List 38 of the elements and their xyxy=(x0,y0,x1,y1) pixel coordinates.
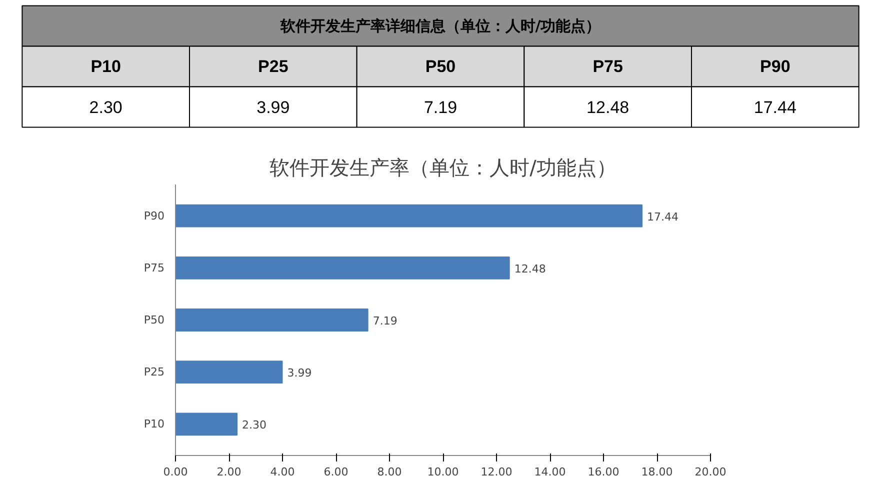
text: P75 xyxy=(592,57,623,76)
data-label: 3.99 xyxy=(287,366,312,380)
y-tick-label: P75 xyxy=(144,261,165,274)
x-tick-label: 18.00 xyxy=(641,466,673,478)
x-tick-label: 4.00 xyxy=(270,466,295,478)
bar xyxy=(176,204,643,228)
y-tick-label: P25 xyxy=(144,366,165,379)
x-tick-label: 16.00 xyxy=(588,466,620,478)
data-label: 17.44 xyxy=(647,210,679,224)
text: 7.19 xyxy=(424,98,458,118)
text: P50 xyxy=(425,57,456,76)
y-tick-label: P50 xyxy=(144,314,165,326)
bar xyxy=(176,256,510,280)
chart-title: 软件开发生产率（单位：人时/功能点） xyxy=(270,156,616,180)
text: P90 xyxy=(760,57,790,76)
x-tick-label: 20.00 xyxy=(694,466,726,478)
data-label: 12.48 xyxy=(514,262,546,276)
x-tick-label: 6.00 xyxy=(324,466,348,478)
x-tick-label: 8.00 xyxy=(377,466,402,478)
text: 软件开发生产率详细信息（单位：人时/功能点） xyxy=(279,16,601,35)
bar xyxy=(176,360,283,384)
text: 17.44 xyxy=(754,98,796,118)
data-label: 2.30 xyxy=(242,418,267,432)
bar xyxy=(176,412,238,436)
text: 2.30 xyxy=(89,98,122,118)
y-tick-label: P90 xyxy=(144,209,165,222)
text: 12.48 xyxy=(586,98,630,118)
x-tick-label: 14.00 xyxy=(534,466,566,478)
x-tick-label: 0.00 xyxy=(163,466,188,478)
text: 3.99 xyxy=(256,98,290,118)
x-tick-label: 2.00 xyxy=(216,466,242,478)
x-tick-label: 10.00 xyxy=(427,466,459,478)
text: P10 xyxy=(90,57,121,76)
bar xyxy=(176,308,368,332)
y-tick-label: P10 xyxy=(144,418,165,431)
x-tick-label: 12.00 xyxy=(480,466,512,478)
data-label: 7.19 xyxy=(372,314,398,328)
text: P25 xyxy=(258,57,288,76)
